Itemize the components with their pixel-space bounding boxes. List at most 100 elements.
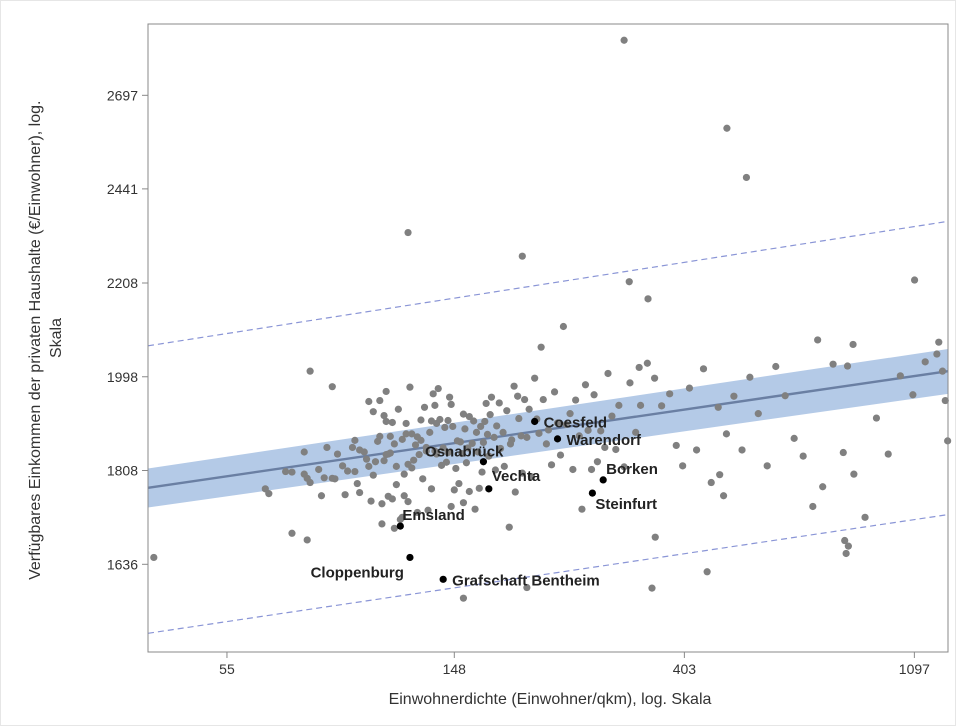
scatter-point xyxy=(781,392,789,400)
scatter-point xyxy=(317,492,326,500)
x-tick-label: 1097 xyxy=(899,661,930,677)
scatter-point xyxy=(479,438,488,446)
highlighted-point-label: Cloppenburg xyxy=(311,564,404,581)
scatter-point xyxy=(495,399,503,407)
scatter-point xyxy=(478,468,486,476)
scatter-point xyxy=(455,479,463,488)
scatter-point xyxy=(699,365,708,373)
scatter-point xyxy=(465,412,473,421)
scatter-point xyxy=(447,400,455,409)
scatter-point xyxy=(468,439,476,448)
scatter-point xyxy=(527,473,535,481)
scatter-point xyxy=(714,403,722,411)
scatter-point xyxy=(459,410,468,418)
highlighted-point-label: Coesfeld xyxy=(544,414,607,431)
scatter-point xyxy=(382,387,390,396)
scatter-point xyxy=(465,487,473,496)
scatter-point xyxy=(150,553,158,562)
scatter-point xyxy=(487,393,496,401)
scatter-point xyxy=(408,464,416,472)
scatter-point xyxy=(367,497,375,505)
scatter-point xyxy=(849,340,857,349)
scatter-point xyxy=(410,456,418,464)
x-tick-label: 55 xyxy=(219,661,235,677)
scatter-point xyxy=(763,462,771,470)
scatter-point xyxy=(303,536,311,544)
scatter-point xyxy=(909,391,917,399)
scatter-point xyxy=(523,583,531,592)
scatter-point xyxy=(635,363,643,372)
scatter-point xyxy=(525,405,533,413)
scatter-point xyxy=(829,360,837,368)
scatter-point xyxy=(400,470,408,478)
y-tick-label: 1636 xyxy=(107,556,138,572)
scatter-point xyxy=(651,533,659,541)
scatter-point xyxy=(644,295,652,303)
scatter-point xyxy=(672,441,680,450)
scatter-point xyxy=(434,384,442,393)
scatter-point xyxy=(636,401,645,409)
scatter-point xyxy=(843,362,852,370)
x-tick-label: 403 xyxy=(673,661,697,677)
scatter-point xyxy=(424,506,432,514)
scatter-point xyxy=(386,432,394,440)
scatter-point xyxy=(515,414,523,423)
highlighted-point-label: Emsland xyxy=(402,507,465,524)
scatter-point xyxy=(365,462,373,470)
scatter-point xyxy=(814,336,822,344)
highlighted-point xyxy=(588,489,596,497)
scatter-point xyxy=(850,470,858,478)
scatter-point xyxy=(884,450,892,458)
scatter-point xyxy=(356,488,364,497)
scatter-point xyxy=(679,462,687,470)
scatter-point xyxy=(442,458,451,466)
scatter-point xyxy=(666,390,674,398)
scatter-point xyxy=(562,420,570,429)
plot-frame xyxy=(147,23,949,653)
scatter-point xyxy=(380,411,388,420)
scatter-point xyxy=(444,448,452,457)
scatter-point xyxy=(523,433,531,441)
scatter-point xyxy=(417,436,425,444)
scatter-point xyxy=(597,427,605,435)
scatter-point xyxy=(485,452,493,460)
scatter-point xyxy=(315,465,323,474)
scatter-point xyxy=(933,350,941,358)
scatter-point xyxy=(542,440,550,448)
scatter-point xyxy=(531,374,539,382)
y-tick-label: 1998 xyxy=(107,369,138,385)
scatter-point xyxy=(521,395,529,404)
scatter-point xyxy=(593,458,602,466)
scatter-point xyxy=(390,440,398,448)
scatter-point xyxy=(612,445,620,454)
scatter-point xyxy=(608,412,616,420)
x-axis: 55 148 403 1097 xyxy=(219,652,930,677)
scatter-point xyxy=(569,465,577,474)
scatter-point xyxy=(819,483,827,491)
scatter-point xyxy=(464,444,472,452)
highlighted-point xyxy=(485,485,493,493)
scatter-point xyxy=(331,475,339,483)
scatter-point xyxy=(723,124,731,132)
scatter-point xyxy=(685,384,694,392)
scatter-point xyxy=(406,383,414,391)
scatter-point xyxy=(351,436,359,444)
scatter-point xyxy=(320,474,328,482)
scatter-point xyxy=(575,432,583,440)
scatter-point xyxy=(415,450,423,459)
scatter-point xyxy=(505,523,513,531)
scatter-point xyxy=(620,463,628,471)
scatter-point xyxy=(369,471,377,479)
scatter-point xyxy=(535,429,543,437)
scatter-point xyxy=(921,358,929,366)
scatter-point xyxy=(458,449,466,458)
highlighted-point-label: Grafschaft Bentheim xyxy=(452,572,600,589)
scatter-point xyxy=(413,508,421,517)
scatter-point xyxy=(556,451,565,459)
scatter-point xyxy=(411,441,420,449)
scatter-point xyxy=(343,467,352,475)
highlighted-point-label: Warendorf xyxy=(567,432,642,449)
scatter-point xyxy=(353,479,361,488)
scatter-point xyxy=(365,397,373,406)
